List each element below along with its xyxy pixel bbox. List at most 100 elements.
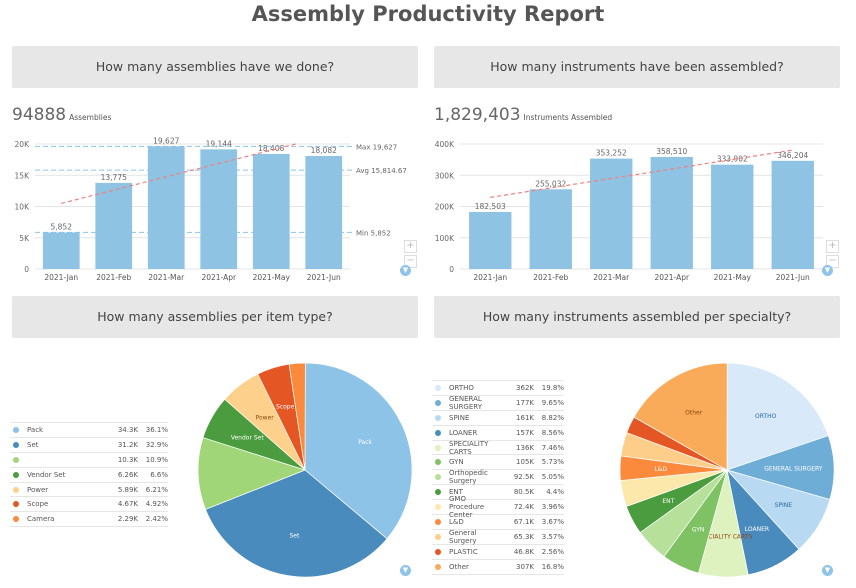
legend-value: 46.8K	[513, 547, 534, 556]
legend-item[interactable]: General Surgery 65.3K 3.57%	[432, 528, 564, 545]
legend-swatch	[435, 533, 441, 540]
bar	[469, 211, 512, 269]
bar	[711, 164, 754, 269]
kpi-label: Assemblies	[69, 113, 112, 122]
legend-value: 6.26K	[117, 470, 138, 479]
legend-swatch	[13, 501, 19, 508]
legend-name: Vendor Set	[27, 470, 66, 479]
filter-icon[interactable]: ▼	[822, 565, 833, 576]
legend-item[interactable]: GYN 105K 5.73%	[432, 454, 564, 469]
legend-name: PLASTIC	[449, 547, 478, 556]
legend-value: 72.4K	[513, 503, 534, 512]
bar-value-label: 19,627	[153, 136, 179, 145]
legend-swatch	[435, 429, 441, 436]
bar-value-label: 18,408	[258, 144, 284, 153]
legend-swatch	[435, 399, 441, 406]
filter-icon[interactable]: ▼	[822, 265, 833, 276]
legend-swatch	[435, 548, 441, 555]
x-tick-label: 2021-Mar	[148, 273, 185, 282]
legend-item[interactable]: L&D 67.1K 3.67%	[432, 514, 564, 529]
zoom-in-button[interactable]: +	[826, 240, 839, 253]
legend-item[interactable]: Orthopedic Surgery 92.5K 5.05%	[432, 469, 564, 486]
legend-name: Set	[27, 440, 39, 449]
bar-value-label: 255,032	[535, 179, 566, 188]
pie-slice-label: ORTHO	[755, 413, 777, 420]
pie-slice-label: Set	[289, 532, 300, 539]
pie-slice	[288, 362, 306, 471]
legend-swatch	[13, 516, 19, 523]
y-tick-label: 15K	[15, 171, 31, 180]
trend-line	[61, 143, 296, 205]
legend-item[interactable]: SPECIALITY CARTS 136K 7.46%	[432, 440, 564, 456]
legend-name: Orthopedic Surgery	[449, 469, 488, 486]
bar-value-label: 18,082	[311, 146, 337, 155]
legend-item[interactable]: Pack 34.3K 36.1%	[10, 422, 168, 437]
legend-name: Camera	[27, 515, 55, 524]
legend-value: 65.3K	[513, 532, 534, 541]
legend-value: 67.1K	[513, 517, 534, 526]
legend-item[interactable]: GMO Procedure Center 72.4K 3.96%	[432, 495, 564, 519]
pie-slice-label: Vendor Set	[231, 434, 264, 441]
legend-item[interactable]: Scope 4.67K 4.92%	[10, 496, 168, 511]
legend-value: 34.3K	[117, 425, 138, 434]
bar-value-label: 182,503	[475, 202, 506, 211]
pie-slice	[633, 362, 728, 471]
legend-swatch	[13, 426, 19, 433]
y-tick-label: 20K	[15, 140, 31, 149]
legend-item[interactable]: ORTHO 362K 19.8%	[432, 380, 564, 395]
x-tick-label: 2021-Apr	[654, 273, 690, 282]
legend-percent: 5.73%	[541, 458, 564, 467]
legend-name: Scope	[27, 500, 49, 509]
x-tick-label: 2021-May	[253, 273, 291, 282]
legend-item[interactable]: Vendor Set 6.26K 6.6%	[10, 466, 168, 482]
pie-slice-label: Power	[256, 414, 275, 421]
legend-item[interactable]: Set 31.2K 32.9%	[10, 436, 168, 452]
legend-item[interactable]: LOANER 157K 8.56%	[432, 424, 564, 440]
legend-item[interactable]: Power 5.89K 6.21%	[10, 481, 168, 497]
legend-swatch	[435, 563, 441, 570]
bar	[95, 182, 133, 269]
item-type-panel-header: How many assemblies per item type?	[12, 296, 418, 338]
filter-icon[interactable]: ▼	[400, 565, 411, 576]
bar-value-label: 13,775	[101, 173, 127, 182]
pie-slice-label: GYN	[692, 527, 705, 534]
legend-percent: 10.9%	[145, 455, 168, 464]
legend-item[interactable]: Camera 2.29K 2.42%	[10, 511, 168, 528]
legend-percent: 9.65%	[541, 398, 564, 407]
legend-item[interactable]: GENERAL SURGERY 177K 9.65%	[432, 395, 564, 411]
pie-slice-label: Other	[685, 410, 703, 417]
legend-value: 92.5K	[513, 473, 534, 482]
pie-slice	[304, 362, 413, 540]
legend-value: 4.67K	[117, 500, 138, 509]
bar-value-label: 346,204	[777, 151, 808, 160]
legend-item[interactable]: PLASTIC 46.8K 2.56%	[432, 543, 564, 559]
assemblies-bar-chart: 0 5K 10K 15K 20K 5,852 2021-Jan 13,775 2021-Feb 1…	[15, 136, 407, 282]
legend-item[interactable]: 10.3K 10.9%	[10, 451, 168, 467]
pie-slice-label: GENERAL SURGERY	[764, 465, 823, 472]
legend-value: 177K	[516, 398, 534, 407]
legend-name: LOANER	[449, 428, 478, 437]
legend-value: 10.3K	[117, 455, 138, 464]
report-title: Assembly Productivity Report	[251, 2, 605, 26]
pie-slice-label: Pack	[358, 439, 372, 446]
legend-item[interactable]: ENT 80.5K 4.4%	[432, 484, 564, 499]
legend-percent: 7.46%	[541, 443, 564, 452]
bar	[771, 160, 814, 269]
legend-value: 5.89K	[117, 485, 138, 494]
legend-name: GMO Procedure Center	[449, 495, 485, 520]
legend-name: General Surgery	[449, 528, 477, 545]
bar	[147, 146, 185, 269]
filter-icon[interactable]: ▼	[400, 265, 411, 276]
legend-name: ORTHO	[449, 383, 474, 392]
y-tick-label: 0	[449, 265, 454, 274]
pie-slice	[205, 469, 388, 578]
legend-percent: 8.56%	[541, 428, 564, 437]
legend-item[interactable]: SPINE 161K 8.82%	[432, 409, 564, 425]
legend-percent: 5.05%	[541, 473, 564, 482]
legend-name: Other	[449, 562, 469, 571]
legend-item[interactable]: Other 307K 16.8%	[432, 558, 564, 575]
legend-swatch	[435, 459, 441, 466]
x-tick-label: 2021-Mar	[593, 273, 630, 282]
zoom-in-button[interactable]: +	[404, 240, 417, 253]
